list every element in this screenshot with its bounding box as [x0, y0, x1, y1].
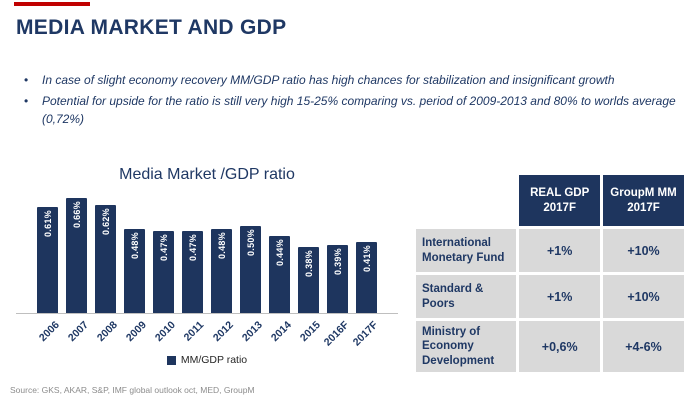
x-axis-label: 2009: [123, 319, 149, 345]
bar-2017F: 0.41%: [356, 242, 377, 313]
table-corner-cell: [412, 172, 520, 229]
bar-2007: 0.66%: [66, 198, 87, 313]
bar-2012: 0.48%: [211, 229, 232, 313]
bar-2006: 0.61%: [37, 207, 58, 313]
table-row: Ministry of Economy Development +0,6% +4-6…: [412, 317, 687, 376]
table-row: International Monetary Fund +1% +10%: [412, 226, 687, 275]
table-row-header: Ministry of Economy Development: [412, 317, 520, 376]
bar-value-label: 0.39%: [332, 248, 343, 276]
bullet-item: In case of slight economy recovery MM/GD…: [22, 72, 682, 90]
legend-swatch-icon: [166, 355, 176, 365]
table-value-cell: +1%: [516, 272, 603, 321]
bar-2011: 0.47%: [182, 231, 203, 313]
table-header-cell: GroupM MM 2017F: [600, 172, 687, 229]
bar-value-label: 0.61%: [42, 210, 53, 238]
gdp-forecast-table: REAL GDP 2017F GroupM MM 2017F Internatio…: [412, 172, 687, 376]
table-value-cell: +10%: [600, 226, 687, 275]
x-axis-labels: 2006 2007 2008 2009 2010 2011 2012 2013 2014 2015…: [16, 314, 398, 352]
table-row: Standard & Poors +1% +10%: [412, 272, 687, 321]
table-header-row: REAL GDP 2017F GroupM MM 2017F: [412, 172, 687, 229]
x-axis-label: 2007: [65, 319, 91, 345]
x-axis-label: 2012: [210, 319, 236, 345]
red-accent-bar: [14, 2, 90, 6]
chart-legend: MM/GDP ratio: [16, 354, 398, 366]
bar-value-label: 0.48%: [216, 232, 227, 260]
table-value-cell: +1%: [516, 226, 603, 275]
bullet-list: In case of slight economy recovery MM/GD…: [22, 72, 682, 132]
x-axis-label: 2008: [94, 319, 120, 345]
bar-value-label: 0.62%: [100, 208, 111, 236]
legend-label: MM/GDP ratio: [180, 354, 248, 366]
x-axis-label: 2017F: [350, 319, 381, 349]
x-axis-label: 2016F: [321, 319, 352, 349]
bar-value-label: 0.66%: [71, 201, 82, 229]
bar-value-label: 0.41%: [361, 245, 372, 273]
source-note: Source: GKS, AKAR, S&P, IMF global outlo…: [10, 385, 255, 395]
bar-2013: 0.50%: [240, 226, 261, 313]
table-value-cell: +10%: [600, 272, 687, 321]
bar-2008: 0.62%: [95, 205, 116, 313]
bar-value-label: 0.47%: [187, 234, 198, 262]
bar-chart: 0.61% 0.66% 0.62% 0.48% 0.47% 0.47% 0.48% 0.50%…: [16, 190, 398, 314]
x-axis-label: 2013: [239, 319, 265, 345]
x-axis-label: 2010: [152, 319, 178, 345]
bar-value-label: 0.44%: [274, 239, 285, 267]
x-axis-label: 2006: [36, 319, 62, 345]
bullet-item: Potential for upside for the ratio is st…: [22, 93, 682, 128]
x-axis-label: 2011: [181, 319, 207, 344]
bar-2009: 0.48%: [124, 229, 145, 313]
bar-chart-section: Media Market /GDP ratio 0.61% 0.66% 0.62% 0…: [16, 166, 398, 366]
table-row-header: Standard & Poors: [412, 272, 520, 321]
table-row-header: International Monetary Fund: [412, 226, 520, 275]
bar-value-label: 0.47%: [158, 234, 169, 262]
bar-2016F: 0.39%: [327, 245, 348, 313]
table-value-cell: +0,6%: [516, 317, 603, 376]
bar-2014: 0.44%: [269, 236, 290, 313]
page-title: MEDIA MARKET AND GDP: [16, 16, 287, 39]
chart-title: Media Market /GDP ratio: [119, 166, 295, 183]
table-body: International Monetary Fund +1% +10% Standa…: [412, 226, 687, 376]
table-header-cell: REAL GDP 2017F: [516, 172, 603, 229]
table-value-cell: +4-6%: [600, 317, 687, 376]
bar-value-label: 0.38%: [303, 250, 314, 278]
bar-2010: 0.47%: [153, 231, 174, 313]
x-axis-label: 2015: [297, 319, 323, 345]
x-axis-label: 2014: [268, 319, 294, 345]
bar-value-label: 0.50%: [245, 229, 256, 257]
bar-value-label: 0.48%: [129, 232, 140, 260]
bar-2015: 0.38%: [298, 247, 319, 313]
